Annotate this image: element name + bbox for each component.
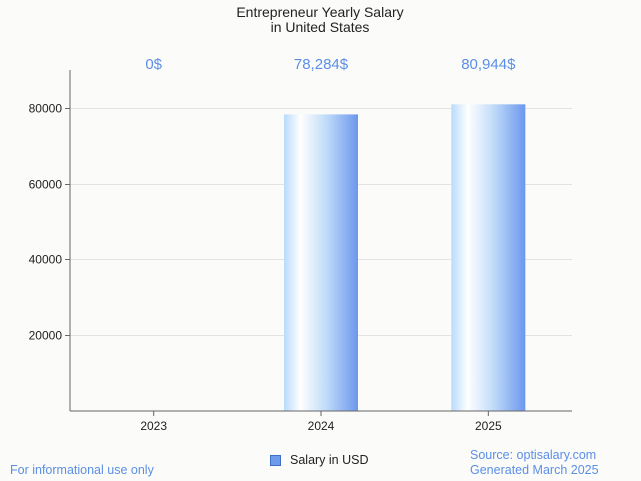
bars — [284, 104, 526, 411]
bar-2025 — [451, 104, 526, 411]
y-tick-label: 80000 — [29, 102, 63, 116]
disclaimer-text: For informational use only — [10, 463, 154, 477]
chart-legend: Salary in USD — [270, 453, 369, 467]
chart-title-line-2: in United States — [271, 19, 370, 35]
y-tick-label: 20000 — [29, 329, 63, 343]
legend-label: Salary in USD — [290, 453, 369, 467]
value-label-2023: 0$ — [145, 56, 162, 73]
bar-2024 — [284, 114, 358, 411]
x-tick-label: 2023 — [140, 419, 167, 433]
source-text: Source: optisalary.com — [470, 448, 597, 462]
y-tick-label: 40000 — [29, 253, 63, 267]
value-label-2025: 80,944$ — [461, 56, 516, 73]
legend-swatch — [270, 454, 281, 466]
y-tick-label: 60000 — [29, 178, 63, 192]
generated-date-text: Generated March 2025 — [470, 463, 599, 477]
x-tick-label: 2024 — [308, 419, 335, 433]
source-credit: Source: optisalary.com Generated March 2… — [470, 448, 599, 478]
chart-title-line-1: Entrepreneur Yearly Salary — [236, 4, 403, 20]
value-labels: 0$ 78,284$ 80,944$ — [145, 56, 516, 73]
y-axis-ticks: 20000 40000 60000 80000 — [29, 102, 70, 343]
x-tick-label: 2025 — [475, 419, 502, 433]
value-label-2024: 78,284$ — [294, 56, 349, 73]
x-axis-ticks: 2023 2024 2025 — [140, 411, 502, 433]
